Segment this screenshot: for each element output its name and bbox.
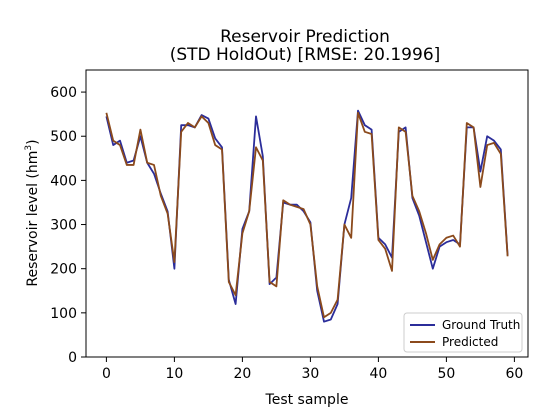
series-group (105, 109, 509, 323)
x-tick-label: 0 (102, 366, 111, 382)
y-tick-label: 300 (50, 218, 77, 234)
y-tick-label: 400 (50, 173, 77, 189)
x-tick-label: 20 (233, 366, 251, 382)
y-tick-label: 100 (50, 306, 77, 322)
y-tick-label: 600 (50, 85, 77, 101)
series-line-predicted (105, 111, 509, 319)
y-axis-label-close: ) (25, 139, 41, 144)
y-tick-label: 0 (68, 350, 77, 366)
y-axis: 0 100 200 300 400 500 600 (50, 85, 86, 366)
y-tick-label: 500 (50, 129, 77, 145)
y-tick-label: 200 (50, 262, 77, 278)
y-axis-label-main: Reservoir level (hm (25, 151, 41, 287)
x-tick-label: 40 (369, 366, 387, 382)
x-tick-label: 30 (301, 366, 319, 382)
legend-label-ground-truth: Ground Truth (442, 318, 520, 332)
x-tick-label: 10 (165, 366, 183, 382)
x-tick-label: 50 (437, 366, 455, 382)
legend-label-predicted: Predicted (442, 335, 498, 349)
x-axis-label: Test sample (265, 392, 349, 408)
x-axis: 0 10 20 30 40 50 60 (102, 357, 523, 382)
chart-subtitle: (STD HoldOut) [RMSE: 20.1996] (170, 45, 441, 65)
x-tick-label: 60 (505, 366, 523, 382)
legend: Ground Truth Predicted (403, 312, 523, 353)
y-axis-label: Reservoir level (hm3) (24, 139, 41, 286)
chart-title: Reservoir Prediction (220, 27, 390, 47)
plot-area-frame (85, 69, 529, 358)
y-axis-label-superscript: 3 (24, 145, 34, 151)
